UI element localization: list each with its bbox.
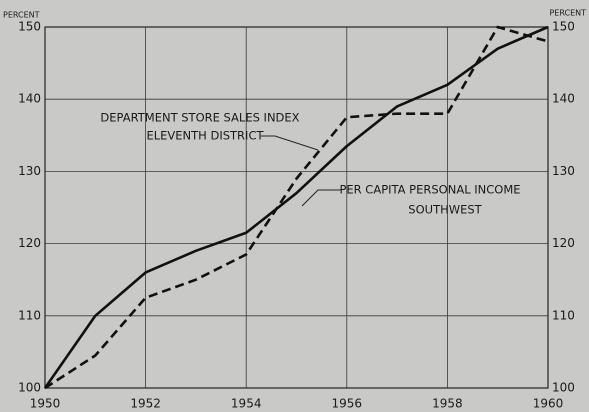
y-tick-label: 100 <box>18 381 41 395</box>
x-tick-label: 1954 <box>231 397 262 411</box>
y2-tick-label: 110 <box>552 308 575 322</box>
x-tick-label: 1950 <box>30 397 61 411</box>
y-axis-label: PERCENT <box>3 11 40 20</box>
line-series <box>44 25 549 390</box>
y-tick-label: 140 <box>18 92 41 106</box>
series-annotation: PER CAPITA PERSONAL INCOME <box>339 183 520 197</box>
y2-tick-label: 150 <box>552 20 575 34</box>
x-tick-label: 1952 <box>130 397 161 411</box>
annotation-leader <box>301 189 341 207</box>
y2-tick-label: 130 <box>552 164 575 178</box>
y-tick-label: 120 <box>18 236 41 250</box>
y2-tick-label: 100 <box>552 381 575 395</box>
line-series <box>43 25 549 389</box>
series-annotation: ELEVENTH DISTRICT <box>146 129 264 143</box>
y2-tick-label: 120 <box>552 236 575 250</box>
plot-frame <box>44 26 549 389</box>
y2-axis-label: PERCENT <box>549 9 586 18</box>
y-tick-label: 150 <box>18 20 41 34</box>
series-annotation: SOUTHWEST <box>408 203 482 217</box>
annotation-leader <box>261 135 319 151</box>
x-tick-label: 1958 <box>432 397 463 411</box>
y-tick-label: 130 <box>18 164 41 178</box>
y-tick-label: 110 <box>18 308 41 322</box>
y2-tick-label: 140 <box>552 92 575 106</box>
x-tick-label: 1956 <box>332 397 363 411</box>
x-tick-label: 1960 <box>533 397 564 411</box>
series-annotation: DEPARTMENT STORE SALES INDEX <box>100 111 299 125</box>
